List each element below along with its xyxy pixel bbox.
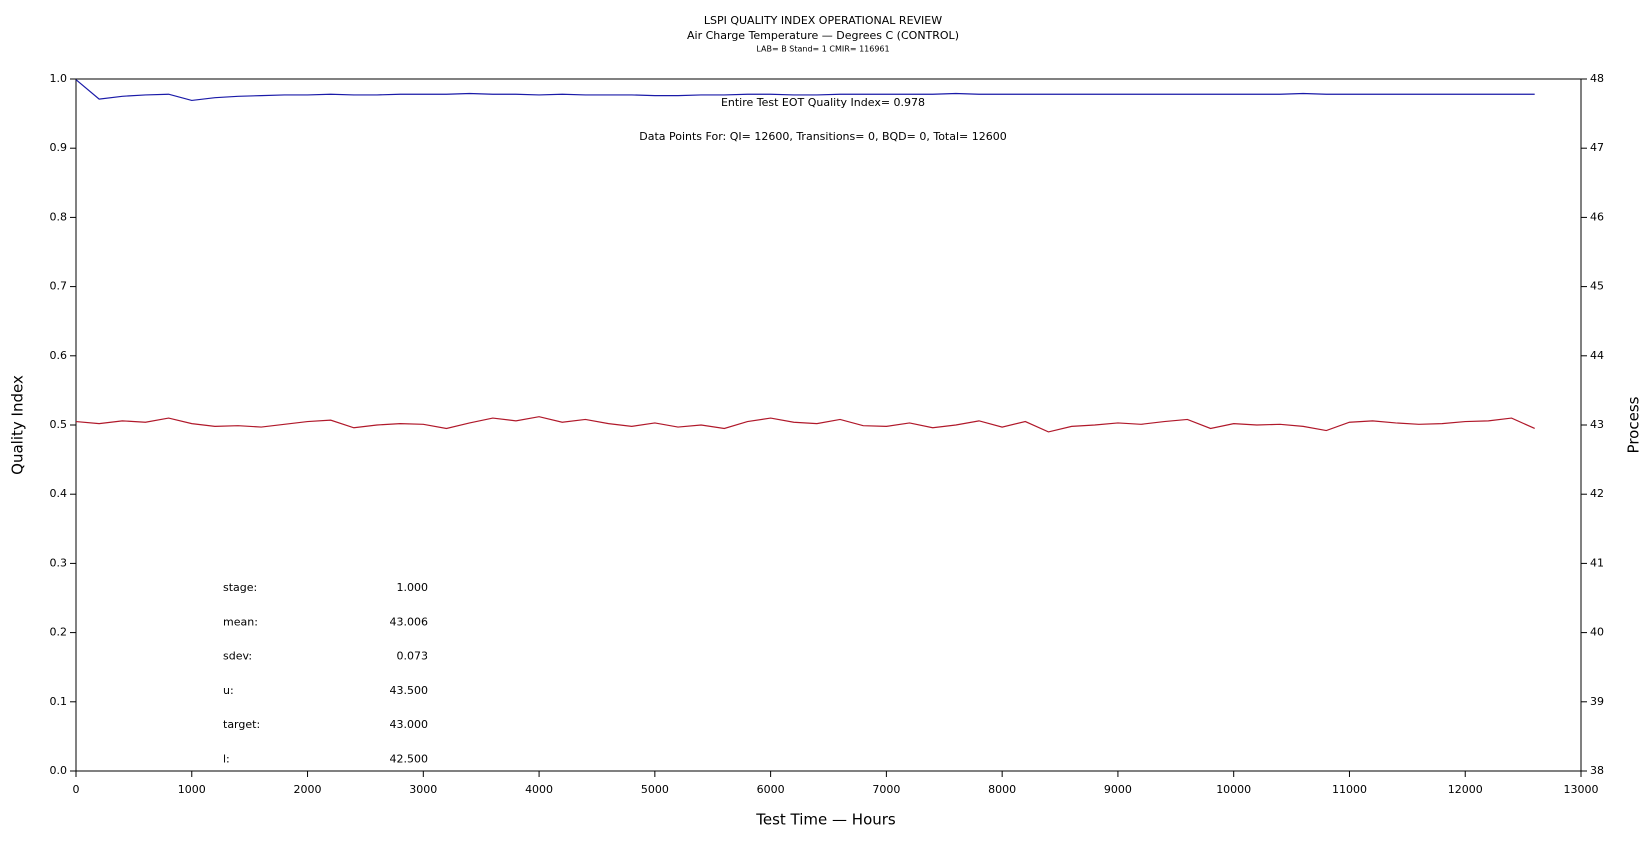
y2-tick-label: 42 <box>1590 487 1604 500</box>
y-axis-title: Quality Index <box>9 375 27 475</box>
y-tick-label: 0.6 <box>50 349 68 362</box>
x-tick-label: 3000 <box>409 783 437 796</box>
y2-tick-label: 47 <box>1590 141 1604 154</box>
y2-tick-label: 39 <box>1590 695 1604 708</box>
y2-tick-label: 48 <box>1590 72 1604 85</box>
stat-label: l: <box>223 753 230 766</box>
x-tick-label: 1000 <box>178 783 206 796</box>
y-tick-label: 0.3 <box>50 556 68 569</box>
x-tick-label: 2000 <box>294 783 322 796</box>
x-tick-label: 11000 <box>1332 783 1367 796</box>
chart-subtitle: Air Charge Temperature — Degrees C (CONT… <box>687 29 959 42</box>
y2-tick-label: 46 <box>1590 210 1604 223</box>
x-tick-label: 9000 <box>1104 783 1132 796</box>
annotation: Data Points For: QI= 12600, Transitions=… <box>639 130 1007 143</box>
y2-tick-label: 43 <box>1590 418 1604 431</box>
plot-frame <box>75 78 1582 772</box>
stat-value: 43.500 <box>390 684 429 697</box>
x-tick-label: 0 <box>73 783 80 796</box>
stat-value: 0.073 <box>397 650 429 663</box>
stat-value: 43.006 <box>390 615 429 628</box>
x-tick-label: 13000 <box>1564 783 1599 796</box>
y2-tick-label: 44 <box>1590 349 1604 362</box>
stat-label: mean: <box>223 615 258 628</box>
y2-tick-label: 45 <box>1590 280 1604 293</box>
x-tick-label: 10000 <box>1216 783 1251 796</box>
stat-label: target: <box>223 718 260 731</box>
x-tick-label: 12000 <box>1448 783 1483 796</box>
y-tick-label: 0.0 <box>50 764 68 777</box>
y-tick-label: 1.0 <box>50 72 68 85</box>
x-tick-label: 4000 <box>525 783 553 796</box>
stat-value: 43.000 <box>390 718 429 731</box>
y2-tick-label: 41 <box>1590 556 1604 569</box>
y-tick-label: 0.4 <box>50 487 68 500</box>
y-tick-label: 0.7 <box>50 280 68 293</box>
chart-title: LSPI QUALITY INDEX OPERATIONAL REVIEW <box>704 14 942 27</box>
x-tick-label: 7000 <box>872 783 900 796</box>
x-tick-label: 8000 <box>988 783 1016 796</box>
y-tick-label: 0.9 <box>50 141 68 154</box>
y-tick-label: 0.8 <box>50 210 68 223</box>
y-tick-label: 0.2 <box>50 626 68 639</box>
stat-value: 1.000 <box>397 581 429 594</box>
series-line <box>75 79 1535 102</box>
stat-label: u: <box>223 684 234 697</box>
stat-value: 42.500 <box>390 753 429 766</box>
x-tick-label: 6000 <box>757 783 785 796</box>
y2-tick-label: 40 <box>1590 626 1604 639</box>
annotation: Entire Test EOT Quality Index= 0.978 <box>721 96 925 109</box>
stat-label: sdev: <box>223 650 252 663</box>
chart-caption: LAB= B Stand= 1 CMIR= 116961 <box>756 45 889 54</box>
y2-axis-title: Process <box>1625 396 1643 453</box>
y-tick-label: 0.5 <box>50 418 68 431</box>
x-axis-title: Test Time — Hours <box>755 811 896 829</box>
y-tick-label: 0.1 <box>50 695 68 708</box>
stat-label: stage: <box>223 581 257 594</box>
y2-tick-label: 38 <box>1590 764 1604 777</box>
series-line <box>75 416 1535 433</box>
x-tick-label: 5000 <box>641 783 669 796</box>
